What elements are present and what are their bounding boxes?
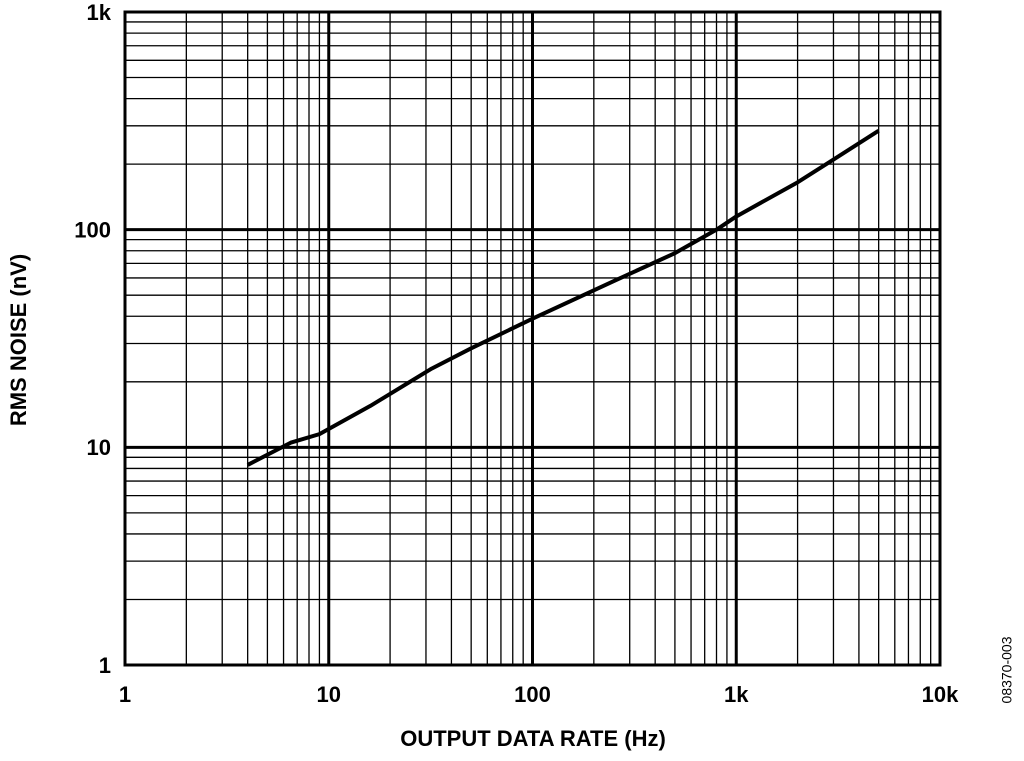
x-tick-label: 10	[317, 682, 341, 707]
y-tick-label: 1k	[87, 0, 112, 25]
y-tick-label: 1	[99, 653, 111, 678]
data-line	[246, 128, 880, 467]
x-tick-label: 1	[119, 682, 131, 707]
x-tick-label: 10k	[922, 682, 959, 707]
y-axis-title: RMS NOISE (nV)	[6, 254, 31, 426]
x-tick-label: 1k	[724, 682, 749, 707]
plot-frame	[123, 10, 942, 667]
figure-id: 08370-003	[999, 636, 1015, 703]
y-tick-label: 100	[74, 217, 111, 242]
y-tick-label: 10	[87, 435, 111, 460]
x-axis-title: OUTPUT DATA RATE (Hz)	[400, 726, 666, 751]
x-tick-label: 100	[514, 682, 551, 707]
